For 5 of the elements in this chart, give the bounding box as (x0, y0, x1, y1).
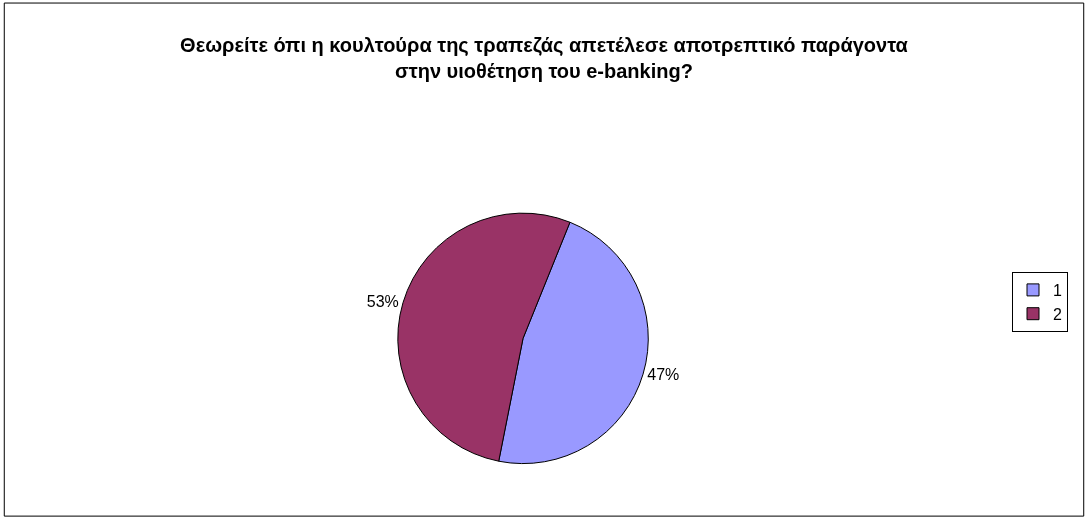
legend-label: 2 (1053, 305, 1062, 323)
data-label: 47% (647, 366, 680, 384)
legend-label: 1 (1053, 282, 1062, 300)
data-label: 53% (366, 293, 399, 311)
chart-title: Θεωρείτε όπι η κουλτούρα της τραπεζάς απετέλεσε αποτρεπτικό παράγοντα στην υιοθέτηση του e-banking? (180, 34, 909, 83)
